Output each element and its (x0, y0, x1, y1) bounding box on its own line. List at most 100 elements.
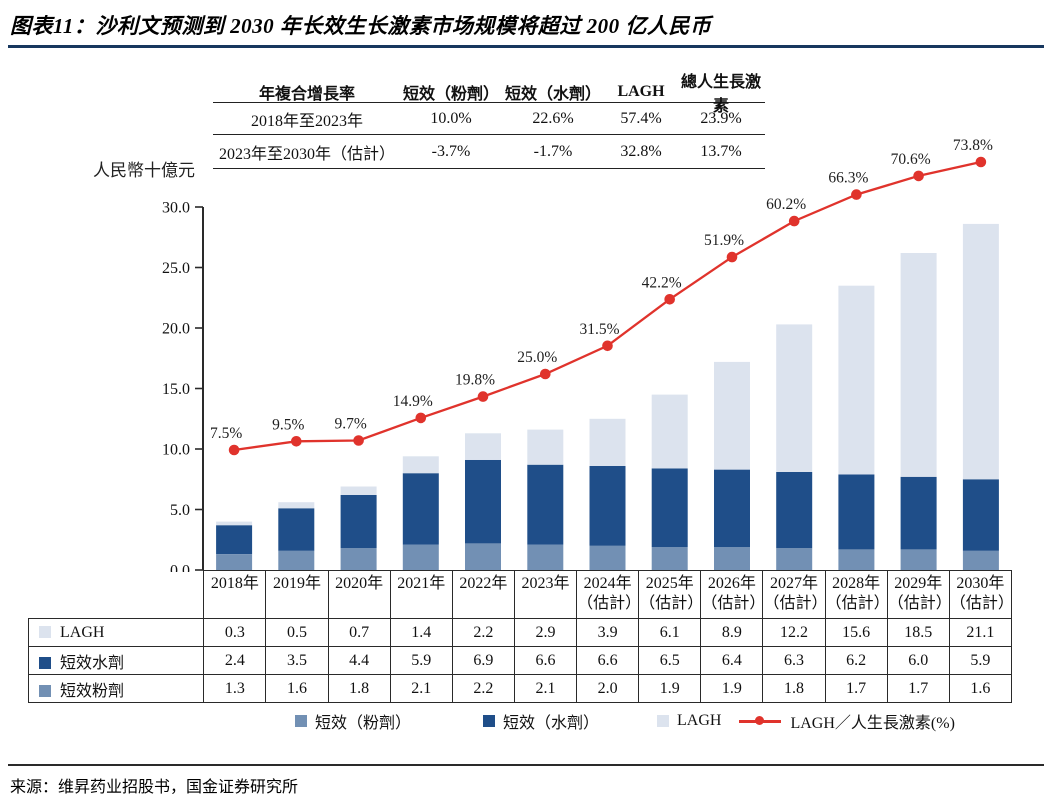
table-value: 2.1 (389, 674, 453, 703)
cagr-row-label: 2018年至2023年 (250, 112, 363, 130)
series-label: LAGH (60, 623, 105, 641)
trend-point (726, 251, 738, 263)
bar-segment (651, 394, 688, 469)
y-tick-label: 30.0 (162, 200, 190, 217)
bar-segment (962, 479, 999, 551)
trend-point-label: 19.8% (455, 372, 495, 389)
trend-point-label: 31.5% (579, 321, 619, 338)
legend-item: 短效（粉劑） (295, 709, 411, 733)
y-tick-label: 25.0 (162, 260, 190, 277)
trend-point-label: 42.2% (642, 274, 682, 291)
bar-segment (402, 456, 439, 474)
table-value: 2.2 (451, 674, 515, 703)
cagr-header-cell: 總人生長激素 (680, 74, 761, 115)
trend-point (788, 215, 800, 227)
year-note: （估計） (763, 595, 828, 612)
y-tick-label: 0.0 (170, 563, 190, 573)
bar-segment (962, 550, 999, 570)
bar-segment (651, 468, 688, 547)
table-value: 6.9 (451, 646, 515, 675)
legend-item: LAGH (657, 712, 721, 730)
cagr-value: 57.4% (620, 109, 662, 127)
legend-dot-icon (755, 716, 765, 725)
year-label: 2026年 （估計） (700, 570, 766, 619)
data-table-wrap: 2018年 2019年 2020年 2021年 2022年 2023年 2024年 （估計） 2… (27, 570, 1014, 703)
legend-item: LAGH／人生長激素(%) (739, 709, 955, 733)
source-text: 来源：维昇药业招股书，国金证券研究所 (10, 779, 299, 796)
bar-segment (340, 548, 377, 570)
table-value: 2.2 (451, 618, 515, 647)
year-text: 2028年 (832, 575, 881, 592)
legend: 短效（粉劑） 短效（水劑） LAGH LAGH／人生長激素(%) (295, 709, 955, 733)
year-label: 2018年 (203, 570, 267, 619)
year-label: 2023年 (513, 570, 578, 619)
year-label: 2022年 (451, 570, 515, 619)
table-value: 6.6 (513, 646, 578, 675)
bar-segment (465, 459, 501, 544)
trend-point (975, 156, 987, 168)
year-text: 2023年 (521, 575, 570, 592)
bar-segment (340, 486, 377, 495)
legend-label: 短效（粉劑） (315, 715, 412, 732)
table-value: 0.5 (265, 618, 329, 647)
year-note: （估計） (577, 595, 642, 612)
trend-point-label: 70.6% (891, 151, 931, 168)
trend-point (415, 412, 427, 424)
cagr-value: 32.8% (620, 142, 662, 160)
year-text: 2019年 (273, 575, 322, 592)
table-value: 1.9 (700, 674, 764, 703)
table-value: 6.3 (762, 646, 826, 675)
cagr-header-cell: 短效（水劑） (504, 86, 601, 103)
trend-point-label: 25.0% (517, 349, 557, 366)
trend-point-label: 60.2% (766, 196, 806, 213)
year-note: （估計） (701, 595, 766, 612)
bar-segment (278, 502, 315, 509)
cagr-table: 年複合增長率 短效（粉劑） 短效（水劑） LAGH 總人生長激素 2018年至2023年 1… (213, 68, 765, 169)
cagr-value: 22.6% (532, 109, 574, 127)
y-tick-label: 5.0 (170, 502, 190, 519)
year-label: 2019年 (265, 570, 329, 619)
trend-point-label: 9.5% (272, 416, 304, 433)
year-label: 2024年 （估計） (576, 570, 642, 619)
trend-point (353, 435, 364, 446)
table-row: 短效水劑 2.4 3.5 4.4 5.9 6.9 6.6 6.6 6.5 6.4 6.3 6.2 6.0… (27, 646, 1013, 675)
trend-point-label: 7.5% (210, 425, 242, 442)
legend-label: LAGH (677, 712, 722, 729)
legend-label: 短效（水劑） (503, 715, 600, 732)
trend-point (291, 436, 302, 447)
trend-point (664, 294, 675, 305)
cagr-value: 13.7% (700, 142, 742, 160)
legend-swatch-icon (483, 715, 496, 727)
cagr-value: -3.7% (431, 142, 471, 160)
bar-segment (714, 469, 750, 547)
year-text: 2021年 (397, 575, 446, 592)
legend-item: 短效（水劑） (483, 709, 599, 733)
y-tick-label: 20.0 (162, 321, 190, 338)
bar-segment (402, 473, 439, 545)
year-note: （估計） (639, 595, 704, 612)
table-corner-blank (29, 571, 204, 619)
year-header-row: 2018年 2019年 2020年 2021年 2022年 2023年 2024年 （估計） 2… (29, 570, 1014, 619)
bar-segment (527, 429, 564, 465)
bar-segment (527, 464, 564, 545)
table-value: 0.3 (203, 618, 267, 647)
year-text: 2022年 (459, 575, 508, 592)
year-text: 2020年 (335, 575, 384, 592)
table-value: 18.5 (886, 618, 950, 647)
series-label-cell: LAGH (27, 618, 205, 647)
table-value: 4.4 (327, 646, 391, 675)
series-label: 短效水劑 (60, 654, 125, 672)
cagr-header-row: 年複合增長率 短效（粉劑） 短效（水劑） LAGH 總人生長激素 (213, 68, 765, 115)
table-value: 3.5 (265, 646, 329, 675)
table-value: 1.7 (886, 674, 950, 703)
trend-point-label: 14.9% (393, 393, 433, 410)
table-value: 3.9 (576, 618, 640, 647)
series-swatch-icon (39, 625, 51, 638)
table-value: 1.6 (265, 674, 329, 703)
bar-segment (838, 474, 875, 550)
year-text: 2024年 (583, 575, 632, 592)
cagr-row: 2018年至2023年 10.0% 22.6% 57.4% 23.9% (213, 103, 765, 135)
year-text: 2027年 (770, 575, 819, 592)
bar-segment (900, 253, 937, 477)
bar-segment (216, 525, 253, 555)
